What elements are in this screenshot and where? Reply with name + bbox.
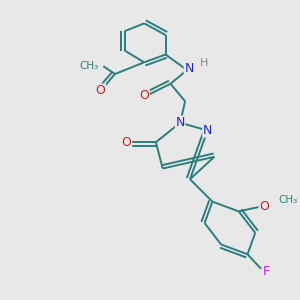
Text: CH₃: CH₃ [79,61,98,71]
Text: CH₃: CH₃ [279,195,298,205]
Text: N: N [176,116,185,129]
Text: N: N [203,124,212,137]
Text: O: O [122,136,132,149]
Text: O: O [95,84,105,97]
Text: F: F [262,265,269,278]
Text: N: N [184,62,194,75]
Text: O: O [139,89,149,102]
Text: H: H [200,58,208,68]
Text: O: O [259,200,269,213]
